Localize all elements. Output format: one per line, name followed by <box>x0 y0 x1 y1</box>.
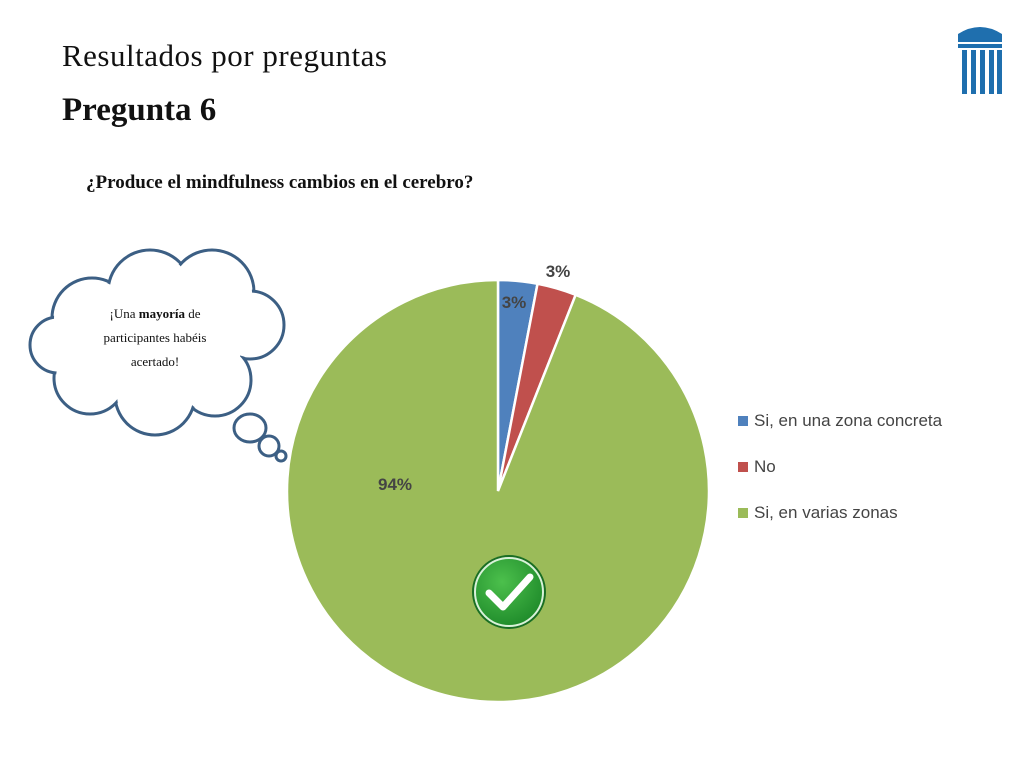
header-title: Resultados por preguntas <box>62 38 388 73</box>
thought-bubble-text: ¡Una mayoría de participantes habéis ace… <box>103 306 207 369</box>
legend-label: Si, en varias zonas <box>754 503 898 522</box>
legend-label: No <box>754 457 776 476</box>
chart-title: ¿Produce el mindfulness cambios en el ce… <box>86 172 474 193</box>
legend-swatch <box>738 462 748 472</box>
pie-data-label-2: 94% <box>378 475 412 494</box>
legend-item-varias-zonas: Si, en varias zonas <box>738 501 942 525</box>
columns-building-icon <box>958 27 1002 94</box>
pie-data-label-0: 3% <box>502 293 527 312</box>
legend-swatch <box>738 508 748 518</box>
legend-swatch <box>738 416 748 426</box>
pie-data-label-1: 3% <box>546 262 571 281</box>
green-check-badge-icon <box>472 555 546 629</box>
question-number: Pregunta 6 <box>62 92 217 128</box>
legend-item-zona-concreta: Si, en una zona concreta <box>738 409 942 433</box>
legend-label: Si, en una zona concreta <box>754 411 943 430</box>
chart-legend: Si, en una zona concreta No Si, en varia… <box>738 409 942 547</box>
pie-slice-2 <box>285 278 711 704</box>
legend-item-no: No <box>738 455 942 479</box>
